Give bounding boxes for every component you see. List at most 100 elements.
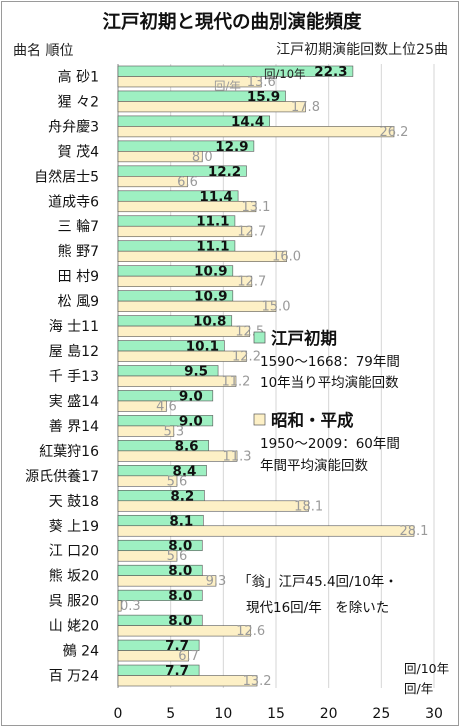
data-label-modern-5: 13.1 <box>242 200 271 215</box>
category-label-1: 猩 々2 <box>58 94 99 110</box>
category-label-0: 高 砂1 <box>58 68 99 85</box>
category-label-23: 鵺 24 <box>63 644 99 660</box>
data-label-modern-23: 6.7 <box>178 649 199 664</box>
data-label-edo-24: 7.7 <box>165 663 189 679</box>
data-labels: 13.622.317.815.926.214.48.012.96.612.213… <box>120 64 428 689</box>
bar-modern-4 <box>117 176 188 188</box>
data-label-modern-12: 11.2 <box>221 374 250 389</box>
category-label-19: 江 口20 <box>49 544 99 560</box>
category-labels: 高 砂1 猩 々2 舟弁慶3 賀 茂4 自然居士5 道成寺6 三 輪7 熊 野7 田 村9 松 風… <box>25 68 99 684</box>
category-label-11: 屋 島12 <box>49 344 99 360</box>
data-label-edo-7: 11.1 <box>196 239 229 255</box>
bar-modern-12 <box>117 375 237 387</box>
category-label-14: 善 界14 <box>49 419 99 435</box>
data-label-modern-4: 6.6 <box>177 175 198 190</box>
data-label-modern-0: 13.6 <box>247 75 276 90</box>
data-label-modern-15: 11.3 <box>223 449 252 464</box>
data-label-edo-12: 9.5 <box>184 364 208 380</box>
category-label-5: 道成寺6 <box>48 194 99 210</box>
category-label-2: 舟弁慶3 <box>48 119 99 135</box>
x-tick-0: 0 <box>114 706 123 722</box>
data-label-modern-7: 16.0 <box>272 250 301 265</box>
bar-modern-22 <box>117 625 252 637</box>
data-label-modern-14: 5.3 <box>163 424 184 439</box>
data-label-edo-20: 8.0 <box>168 563 192 579</box>
bar-edo-21 <box>117 589 203 601</box>
data-label-modern-20: 9.3 <box>206 574 227 589</box>
bar-modern-0 <box>117 76 262 88</box>
bar-modern-15 <box>117 450 238 462</box>
legend-label-edo: 江戸初期 <box>271 328 337 348</box>
data-label-modern-8: 12.7 <box>237 275 266 290</box>
category-label-10: 海 士11 <box>49 319 99 335</box>
data-label-edo-22: 8.0 <box>168 613 192 629</box>
data-label-modern-22: 12.6 <box>236 624 265 639</box>
data-label-modern-17: 18.1 <box>294 499 323 514</box>
note-line-1: 「翁」江戸45.4回/10年・ <box>238 574 398 590</box>
x-tick-2: 10 <box>214 706 232 722</box>
bar-modern-16 <box>117 475 178 487</box>
category-label-7: 熊 野7 <box>58 244 99 260</box>
data-label-modern-3: 8.0 <box>192 150 213 165</box>
data-label-edo-16: 8.4 <box>173 463 197 479</box>
data-label-edo-23: 7.7 <box>165 638 189 654</box>
category-header: 曲名 順位 <box>13 43 73 59</box>
bar-modern-20 <box>117 575 217 587</box>
data-label-edo-11: 10.1 <box>186 339 219 355</box>
bar-modern-18 <box>117 525 415 537</box>
bar-modern-1 <box>117 101 306 113</box>
legend-swatch-modern <box>253 413 266 426</box>
bar-modern-7 <box>117 250 287 262</box>
x-tick-5: 25 <box>372 706 390 722</box>
category-label-24: 百 万24 <box>49 669 99 685</box>
first-bar-unit-modern: 回/年 <box>214 79 241 93</box>
category-label-12: 千 手13 <box>49 369 99 385</box>
bar-modern-3 <box>117 151 203 163</box>
bar-modern-24 <box>117 675 258 687</box>
category-label-6: 三 輪7 <box>58 218 99 235</box>
data-label-modern-13: 4.6 <box>156 399 177 414</box>
data-label-modern-2: 26.2 <box>379 125 408 140</box>
x-tick-1: 5 <box>166 706 175 722</box>
data-label-edo-13: 9.0 <box>179 388 203 404</box>
chart-subtitle: 江戸初期演能回数上位25曲 <box>276 41 448 58</box>
unit-label-edo: 回/10年 <box>404 661 449 676</box>
data-label-modern-6: 12.7 <box>237 225 266 240</box>
data-label-modern-18: 28.1 <box>400 524 429 539</box>
category-label-3: 賀 茂4 <box>58 143 99 160</box>
x-tick-6: 30 <box>425 706 443 722</box>
bar-modern-14 <box>117 425 175 437</box>
data-label-edo-8: 10.9 <box>194 264 227 280</box>
bar-modern-11 <box>117 350 247 362</box>
data-label-edo-10: 10.8 <box>193 314 226 330</box>
bar-modern-8 <box>117 275 253 287</box>
category-label-8: 田 村9 <box>58 269 99 285</box>
category-label-22: 山 姥20 <box>49 619 99 635</box>
x-tick-labels: 0 5 10 15 20 25 30 <box>114 706 443 722</box>
category-label-18: 葵 上19 <box>49 519 99 535</box>
unit-label-modern: 回/年 <box>404 681 433 696</box>
data-label-modern-21: 0.3 <box>120 599 141 614</box>
category-label-15: 紅葉狩16 <box>39 444 99 460</box>
data-label-edo-14: 9.0 <box>179 413 203 429</box>
data-label-edo-17: 8.2 <box>170 488 194 504</box>
bars <box>117 65 415 687</box>
bar-modern-21 <box>117 600 122 612</box>
data-label-edo-15: 8.6 <box>175 438 199 454</box>
bar-modern-9 <box>117 300 277 312</box>
category-label-20: 熊 坂20 <box>49 569 99 585</box>
data-label-modern-19: 5.6 <box>167 549 188 564</box>
category-label-16: 源氏供養17 <box>25 468 99 485</box>
data-label-edo-18: 8.1 <box>169 513 193 529</box>
legend-edo-period: 1590～1668：79年間 <box>260 354 400 370</box>
category-label-21: 呉 服20 <box>49 594 99 610</box>
data-label-edo-21: 8.0 <box>168 588 192 604</box>
first-bar-unit-edo: 回/10年 <box>264 67 306 81</box>
data-label-edo-3: 12.9 <box>215 139 248 155</box>
bar-modern-13 <box>117 400 167 412</box>
bar-modern-5 <box>117 200 257 213</box>
chart-title: 江戸初期と現代の曲別演能頻度 <box>102 11 362 33</box>
legend-swatch-edo <box>253 331 266 344</box>
